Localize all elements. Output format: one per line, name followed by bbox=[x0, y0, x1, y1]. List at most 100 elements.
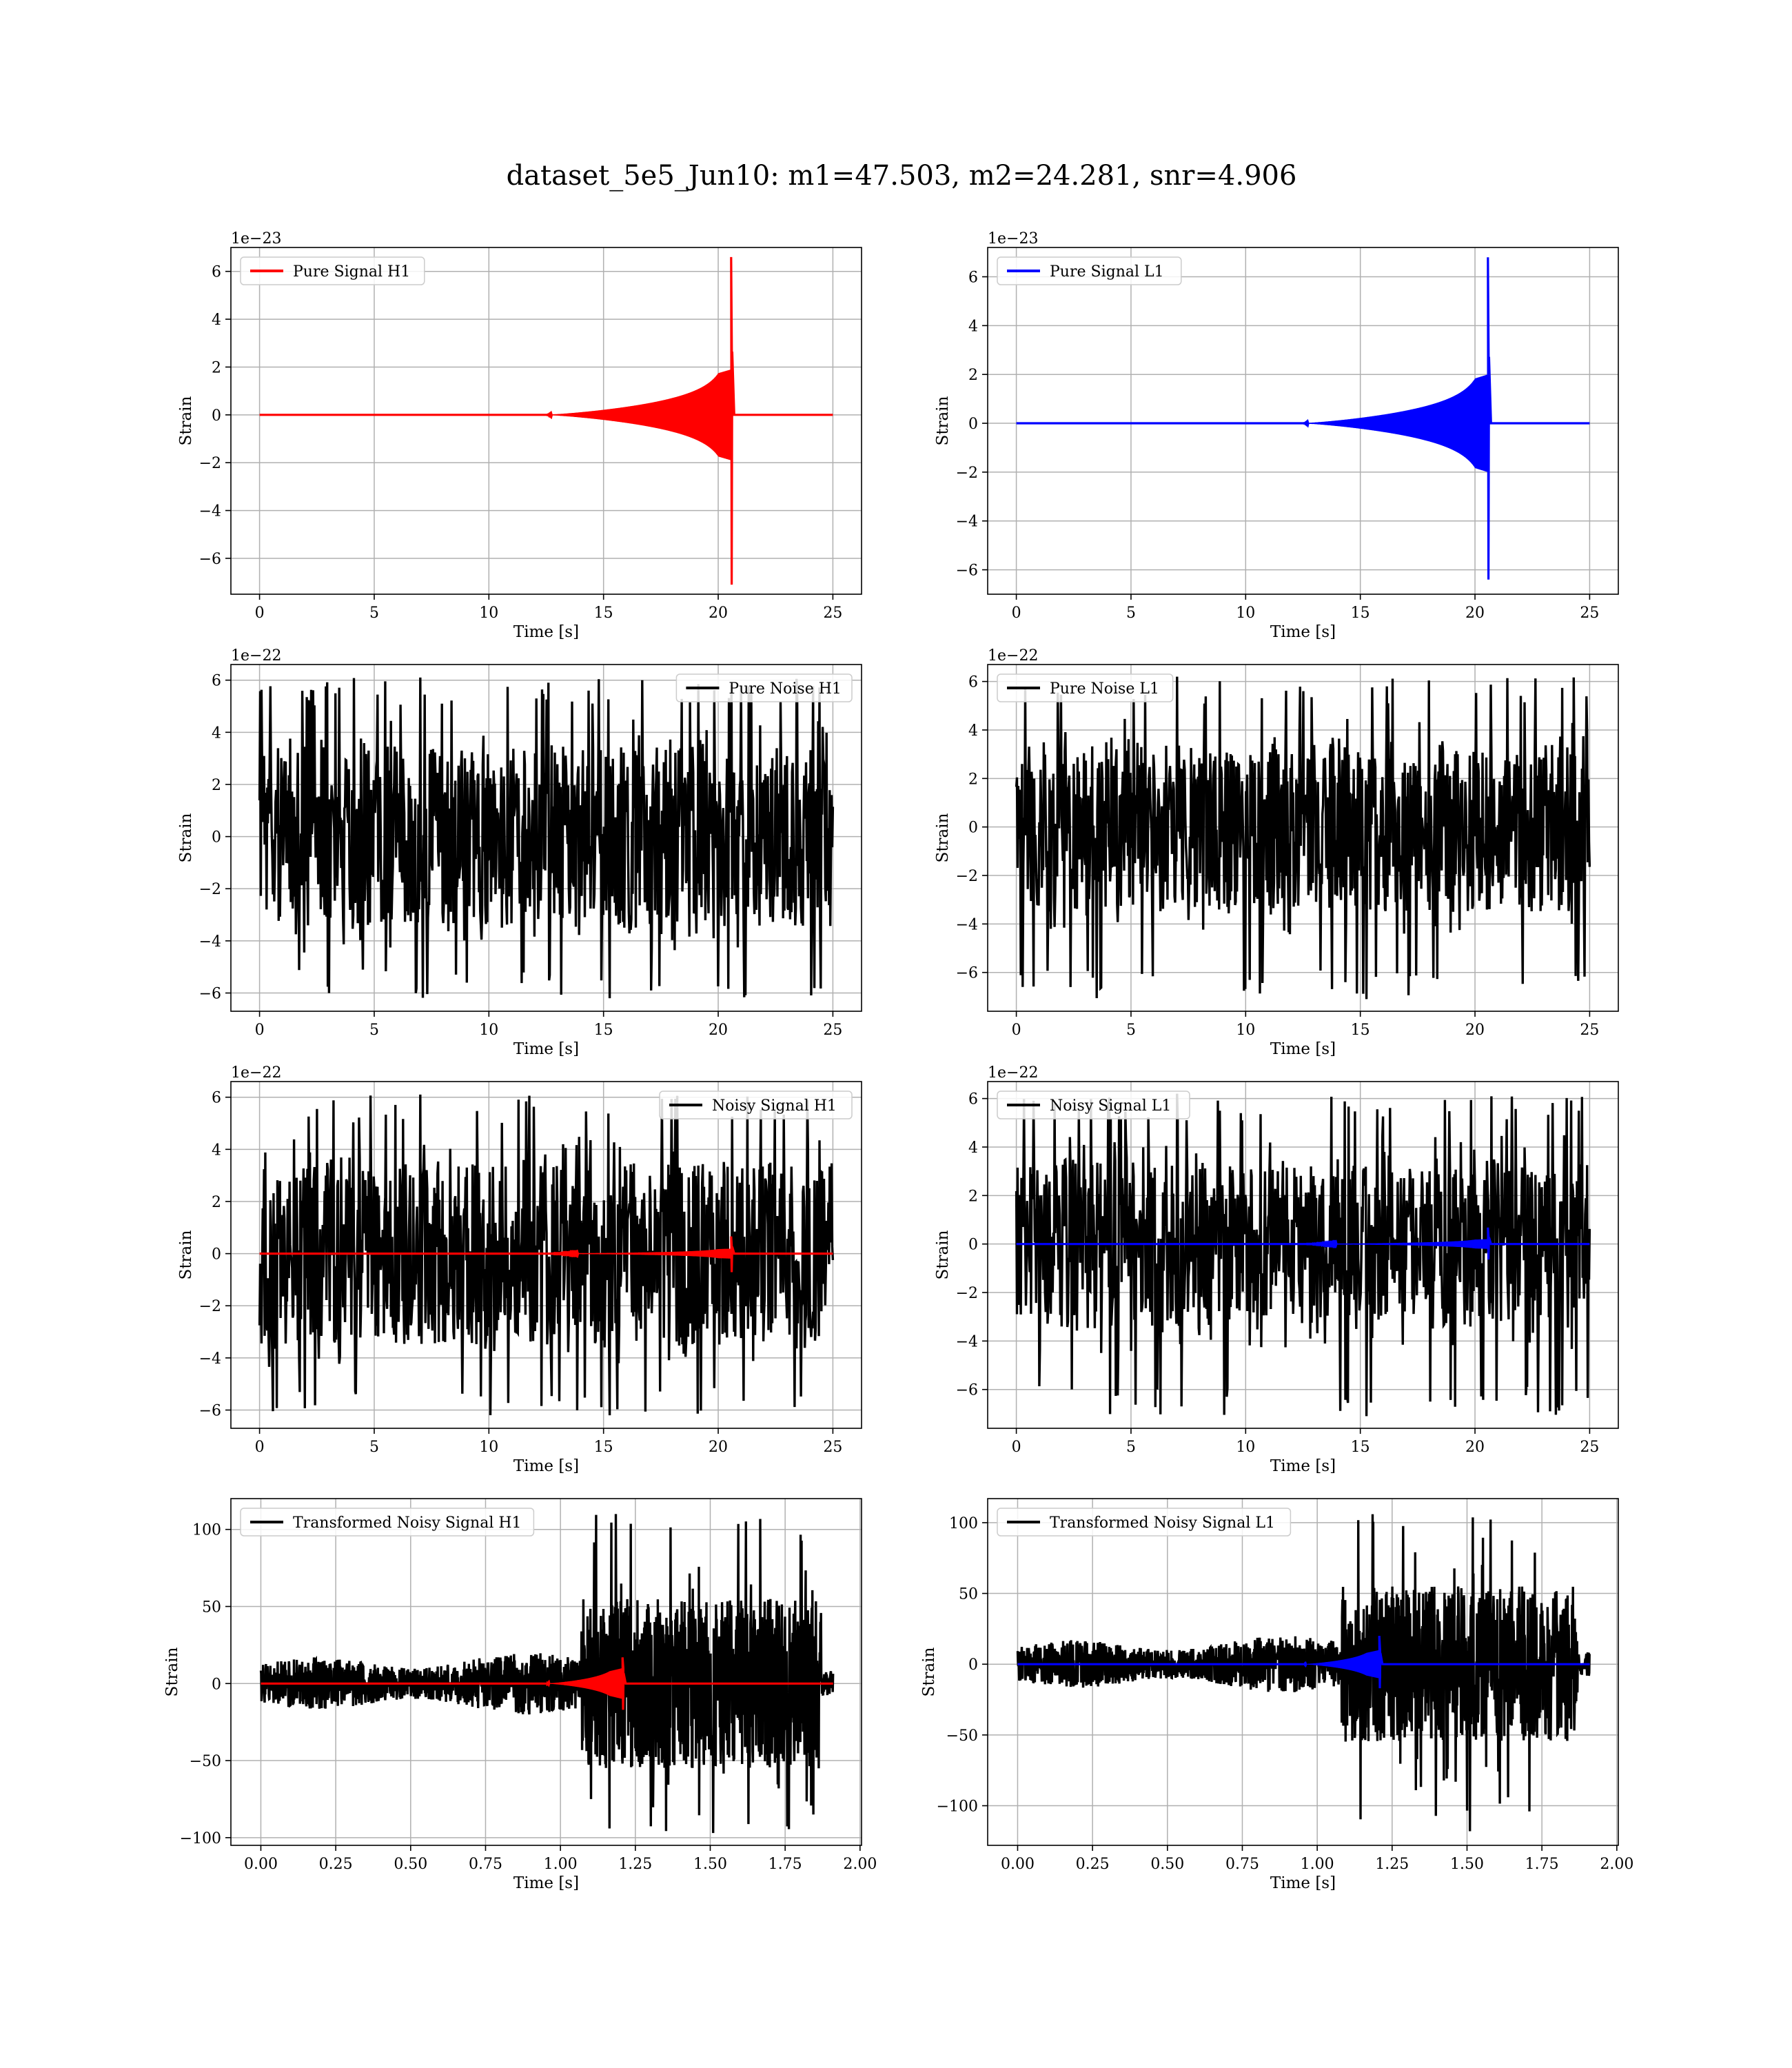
x-tick-label: 5 bbox=[369, 605, 379, 622]
y-tick-label: −2 bbox=[956, 868, 978, 885]
x-tick-label: 15 bbox=[1351, 605, 1370, 622]
x-tick-label: 0 bbox=[1012, 605, 1021, 622]
y-tick-label: 0 bbox=[968, 820, 978, 837]
y-tick-label: 6 bbox=[968, 270, 978, 287]
x-tick-label: 1.25 bbox=[1375, 1856, 1409, 1873]
x-tick-label: 0.50 bbox=[394, 1856, 427, 1873]
x-tick-label: 0.75 bbox=[469, 1856, 502, 1873]
y-axis-label: Strain bbox=[934, 813, 952, 862]
y-tick-label: 2 bbox=[968, 771, 978, 788]
y-tick-label: −2 bbox=[199, 455, 221, 472]
y-tick-label: 0 bbox=[968, 416, 978, 433]
y-tick-label: 6 bbox=[212, 264, 221, 281]
series-line-overlay-1 bbox=[1016, 1227, 1590, 1260]
x-tick-label: 5 bbox=[1126, 1439, 1136, 1456]
x-axis-label: Time [s] bbox=[1270, 623, 1336, 641]
y-tick-label: 0 bbox=[212, 829, 221, 847]
legend-box bbox=[997, 1091, 1190, 1119]
y-tick-label: 4 bbox=[212, 312, 221, 329]
x-tick-label: 25 bbox=[1580, 1022, 1599, 1039]
legend: Noisy Signal L1 bbox=[997, 1091, 1190, 1119]
x-tick-label: 0.25 bbox=[1076, 1856, 1110, 1873]
x-tick-label: 0.00 bbox=[244, 1856, 278, 1873]
x-tick-label: 15 bbox=[594, 1439, 613, 1456]
panel-pure-noise-l1: 0 5 10 15 20 25 −6 −4 −2 0 2 4 6 Time [s] Strain 1e−22 P… bbox=[934, 647, 1619, 1058]
x-tick-label: 20 bbox=[709, 605, 728, 622]
series-line-noisy-signal-l1 bbox=[1015, 1093, 1591, 1417]
axes-frame bbox=[230, 664, 862, 1012]
y-tick-label: 2 bbox=[212, 359, 221, 376]
x-tick-label: 2.00 bbox=[1600, 1856, 1633, 1873]
x-tick-label: 5 bbox=[369, 1439, 379, 1456]
x-tick-label: 1.75 bbox=[768, 1856, 802, 1873]
y-axis-label: Strain bbox=[920, 1647, 938, 1696]
y-axis-label: Strain bbox=[163, 1647, 181, 1696]
y-offset-label: 1e−22 bbox=[231, 1064, 281, 1082]
x-tick-label: 5 bbox=[1126, 605, 1136, 622]
legend-box bbox=[997, 673, 1174, 702]
y-offset-label: 1e−23 bbox=[988, 230, 1038, 247]
legend: Pure Signal L1 bbox=[997, 256, 1182, 285]
legend: Pure Noise H1 bbox=[675, 673, 853, 702]
legend-entry: Transformed Noisy Signal L1 bbox=[1050, 1514, 1275, 1532]
y-axis-label: Strain bbox=[934, 1230, 952, 1279]
y-tick-label: 0 bbox=[968, 1237, 978, 1254]
legend: Pure Noise L1 bbox=[997, 673, 1174, 702]
axes-frame bbox=[230, 247, 862, 595]
y-tick-label: −50 bbox=[946, 1727, 978, 1745]
legend-box bbox=[675, 673, 853, 702]
axes-frame bbox=[987, 247, 1619, 595]
x-tick-label: 0.25 bbox=[319, 1856, 353, 1873]
legend-entry: Pure Signal L1 bbox=[1050, 263, 1164, 281]
x-tick-label: 20 bbox=[709, 1022, 728, 1039]
y-tick-label: −6 bbox=[956, 562, 978, 580]
y-tick-label: −100 bbox=[937, 1798, 978, 1816]
x-tick-label: 1.00 bbox=[1301, 1856, 1334, 1873]
panel-transformed-noisy-signal-h1: 0.00 0.25 0.50 0.75 1.00 1.25 1.50 1.75 2.00 −100… bbox=[163, 1498, 877, 1892]
legend-entry: Noisy Signal L1 bbox=[1050, 1097, 1171, 1115]
x-tick-label: 0 bbox=[1012, 1022, 1021, 1039]
y-axis-label: Strain bbox=[934, 396, 952, 445]
x-tick-label: 0 bbox=[255, 605, 265, 622]
x-tick-label: 0.75 bbox=[1225, 1856, 1259, 1873]
x-tick-label: 20 bbox=[1465, 1022, 1485, 1039]
x-tick-label: 1.75 bbox=[1525, 1856, 1559, 1873]
x-tick-label: 1.50 bbox=[1450, 1856, 1484, 1873]
axes-frame bbox=[230, 1081, 862, 1429]
x-tick-label: 10 bbox=[479, 1022, 498, 1039]
axes-frame bbox=[987, 1081, 1619, 1429]
axes-frame bbox=[987, 1498, 1619, 1846]
plot-area bbox=[1016, 257, 1590, 580]
legend-entry: Pure Noise H1 bbox=[729, 680, 842, 698]
x-axis-label: Time [s] bbox=[513, 1874, 579, 1892]
x-axis-label: Time [s] bbox=[513, 1040, 579, 1058]
panel-pure-signal-h1: 0 5 10 15 20 25 −6 −4 −2 0 2 4 6 Time [s] Strain 1e−23 P… bbox=[177, 230, 862, 641]
y-tick-label: −2 bbox=[956, 465, 978, 482]
y-tick-label: −6 bbox=[199, 986, 221, 1003]
x-tick-label: 10 bbox=[1236, 1439, 1255, 1456]
x-axis-label: Time [s] bbox=[1270, 1040, 1336, 1058]
y-tick-label: 2 bbox=[968, 367, 978, 384]
y-tick-label: 50 bbox=[202, 1599, 221, 1616]
panel-transformed-noisy-signal-l1: 0.00 0.25 0.50 0.75 1.00 1.25 1.50 1.75 2.00 −100… bbox=[920, 1498, 1633, 1892]
x-tick-label: 25 bbox=[823, 1022, 842, 1039]
y-tick-label: −4 bbox=[956, 916, 978, 933]
x-tick-label: 2.00 bbox=[843, 1856, 877, 1873]
x-tick-label: 1.00 bbox=[544, 1856, 578, 1873]
legend-entry: Noisy Signal H1 bbox=[712, 1097, 837, 1115]
legend: Noisy Signal H1 bbox=[659, 1091, 853, 1119]
x-tick-label: 20 bbox=[1465, 605, 1485, 622]
y-tick-label: 0 bbox=[212, 407, 221, 425]
y-tick-label: 2 bbox=[212, 1194, 221, 1211]
legend: Pure Signal H1 bbox=[240, 256, 425, 285]
x-tick-label: 10 bbox=[1236, 1022, 1255, 1039]
x-axis-label: Time [s] bbox=[1270, 1457, 1336, 1475]
series-line-noisy-signal-h1 bbox=[258, 1094, 835, 1416]
y-offset-label: 1e−22 bbox=[988, 647, 1038, 665]
x-axis-label: Time [s] bbox=[1270, 1874, 1336, 1892]
x-tick-label: 15 bbox=[1351, 1439, 1370, 1456]
legend-entry: Transformed Noisy Signal H1 bbox=[293, 1514, 522, 1532]
x-tick-label: 25 bbox=[1580, 605, 1599, 622]
figure-title: dataset_5e5_Jun10: m1=47.503, m2=24.281,… bbox=[507, 160, 1297, 192]
